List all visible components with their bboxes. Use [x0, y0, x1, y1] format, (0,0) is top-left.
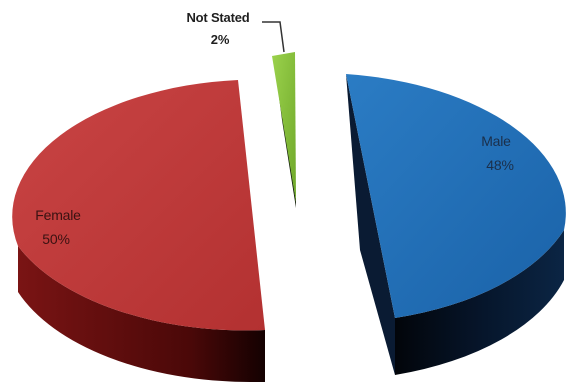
label-female-value: 50%: [42, 231, 69, 247]
slice-male: [346, 74, 566, 318]
label-male-name: Male: [481, 133, 511, 149]
label-not-stated-value: 2%: [211, 32, 230, 47]
slice-male-side: [395, 230, 564, 375]
slice-male-edge: [346, 74, 395, 375]
slice-female-side: [18, 246, 265, 382]
leader-line-not-stated: [262, 21, 285, 53]
slice-not-stated: [272, 52, 296, 202]
label-not-stated-name: Not Stated: [186, 10, 249, 25]
label-female-name: Female: [35, 207, 81, 223]
slice-female: [12, 80, 265, 331]
label-male-value: 48%: [486, 157, 513, 173]
